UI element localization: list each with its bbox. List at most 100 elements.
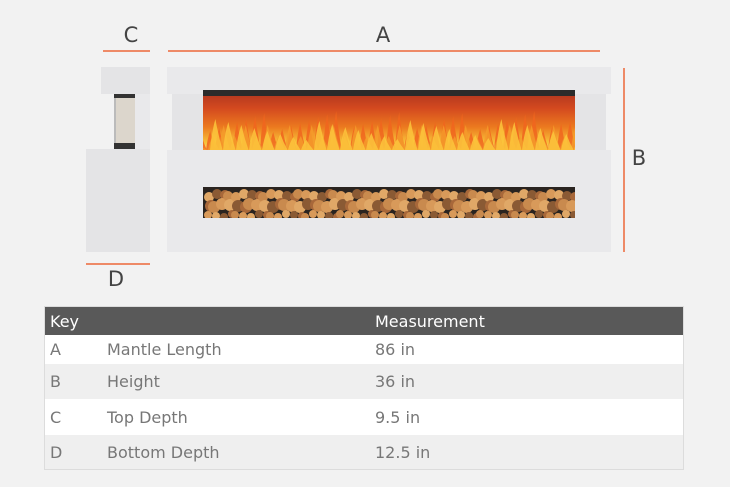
header-measurement: Measurement: [370, 306, 684, 335]
log-piece: [317, 192, 327, 202]
label-b: B: [631, 146, 647, 170]
log-piece: [301, 190, 311, 200]
log-piece: [274, 213, 282, 218]
flame-shape: [522, 125, 535, 150]
flame-shape: [418, 123, 431, 150]
flame-shape: [314, 121, 327, 150]
row-value: 86 in: [370, 335, 684, 364]
row-key: A: [44, 335, 102, 364]
log-piece: [371, 192, 381, 202]
log-piece: [344, 211, 352, 218]
table-row: A Mantle Length 86 in: [44, 335, 684, 364]
log-piece: [255, 210, 263, 218]
log-piece: [398, 192, 408, 202]
flame-shape: [405, 120, 418, 150]
log-piece: [274, 190, 284, 200]
table-header: Key Measurement: [44, 306, 684, 335]
log-piece: [562, 210, 570, 218]
log-piece: [223, 191, 233, 201]
log-piece: [325, 212, 333, 218]
log-piece: [535, 210, 543, 218]
log-piece: [212, 212, 220, 218]
flame-shape: [203, 140, 207, 150]
flame-shape: [340, 127, 353, 150]
table-row: C Top Depth 9.5 in: [44, 399, 684, 435]
label-a: A: [375, 23, 391, 47]
flame-shape: [301, 140, 314, 150]
row-value: 9.5 in: [370, 399, 684, 435]
flame-shape: [548, 131, 561, 150]
log-piece: [247, 190, 257, 200]
log-piece: [204, 211, 212, 218]
log-piece: [538, 192, 548, 202]
log-piece: [293, 189, 303, 199]
flame-shape: [203, 147, 209, 150]
log-piece: [290, 211, 298, 218]
log-piece: [309, 210, 317, 218]
log-piece: [519, 212, 527, 218]
log-piece: [220, 213, 228, 218]
dimension-line-a: [168, 50, 600, 52]
log-piece: [562, 191, 572, 201]
log-piece: [282, 210, 290, 218]
log-piece: [352, 212, 360, 218]
flame-shape: [262, 131, 275, 150]
flame-shape: [561, 134, 574, 150]
log-piece: [387, 213, 395, 218]
log-storage: [203, 187, 575, 218]
log-piece: [266, 212, 274, 218]
flame-shape: [535, 128, 548, 150]
log-piece: [570, 211, 575, 218]
flame-shape: [327, 124, 340, 150]
log-piece: [566, 200, 575, 212]
flame-shape: [366, 133, 379, 150]
log-piece: [387, 190, 397, 200]
log-piece: [527, 190, 537, 200]
log-piece: [406, 212, 414, 218]
log-piece: [492, 189, 502, 199]
log-piece: [379, 189, 389, 199]
log-piece: [465, 212, 473, 218]
log-piece: [422, 191, 432, 201]
row-key: D: [44, 435, 102, 470]
log-piece: [328, 190, 338, 200]
log-piece: [317, 211, 325, 218]
flame-shape: [275, 134, 288, 150]
log-piece: [371, 211, 379, 218]
log-piece: [441, 213, 449, 218]
log-piece: [301, 213, 309, 218]
log-piece: [484, 192, 494, 202]
log-piece: [500, 213, 508, 218]
log-piece: [457, 211, 465, 218]
label-c: C: [123, 23, 139, 47]
row-value: 36 in: [370, 364, 684, 399]
log-piece: [449, 210, 457, 218]
flame-shape: [470, 135, 483, 150]
log-piece: [239, 212, 247, 218]
log-piece: [360, 213, 368, 218]
flame-shape: [379, 136, 392, 150]
log-piece: [476, 210, 484, 218]
log-piece: [352, 189, 362, 199]
log-piece: [484, 211, 492, 218]
log-piece: [511, 192, 521, 202]
flame-shape: [509, 122, 522, 150]
log-piece: [247, 213, 255, 218]
log-piece: [511, 211, 519, 218]
label-d: D: [107, 267, 125, 291]
log-piece: [336, 191, 346, 201]
row-name: Height: [102, 364, 370, 399]
log-piece: [344, 192, 354, 202]
row-name: Bottom Depth: [102, 435, 370, 470]
flame-shape: [210, 119, 223, 150]
log-piece: [554, 190, 564, 200]
log-piece: [570, 192, 575, 202]
dimension-line-d: [86, 263, 150, 265]
log-piece: [457, 192, 467, 202]
row-key: B: [44, 364, 102, 399]
flame-shape: [223, 122, 236, 150]
flame-shape: [249, 128, 262, 150]
log-piece: [363, 191, 373, 201]
flame-shape: [444, 129, 457, 150]
log-piece: [441, 190, 451, 200]
